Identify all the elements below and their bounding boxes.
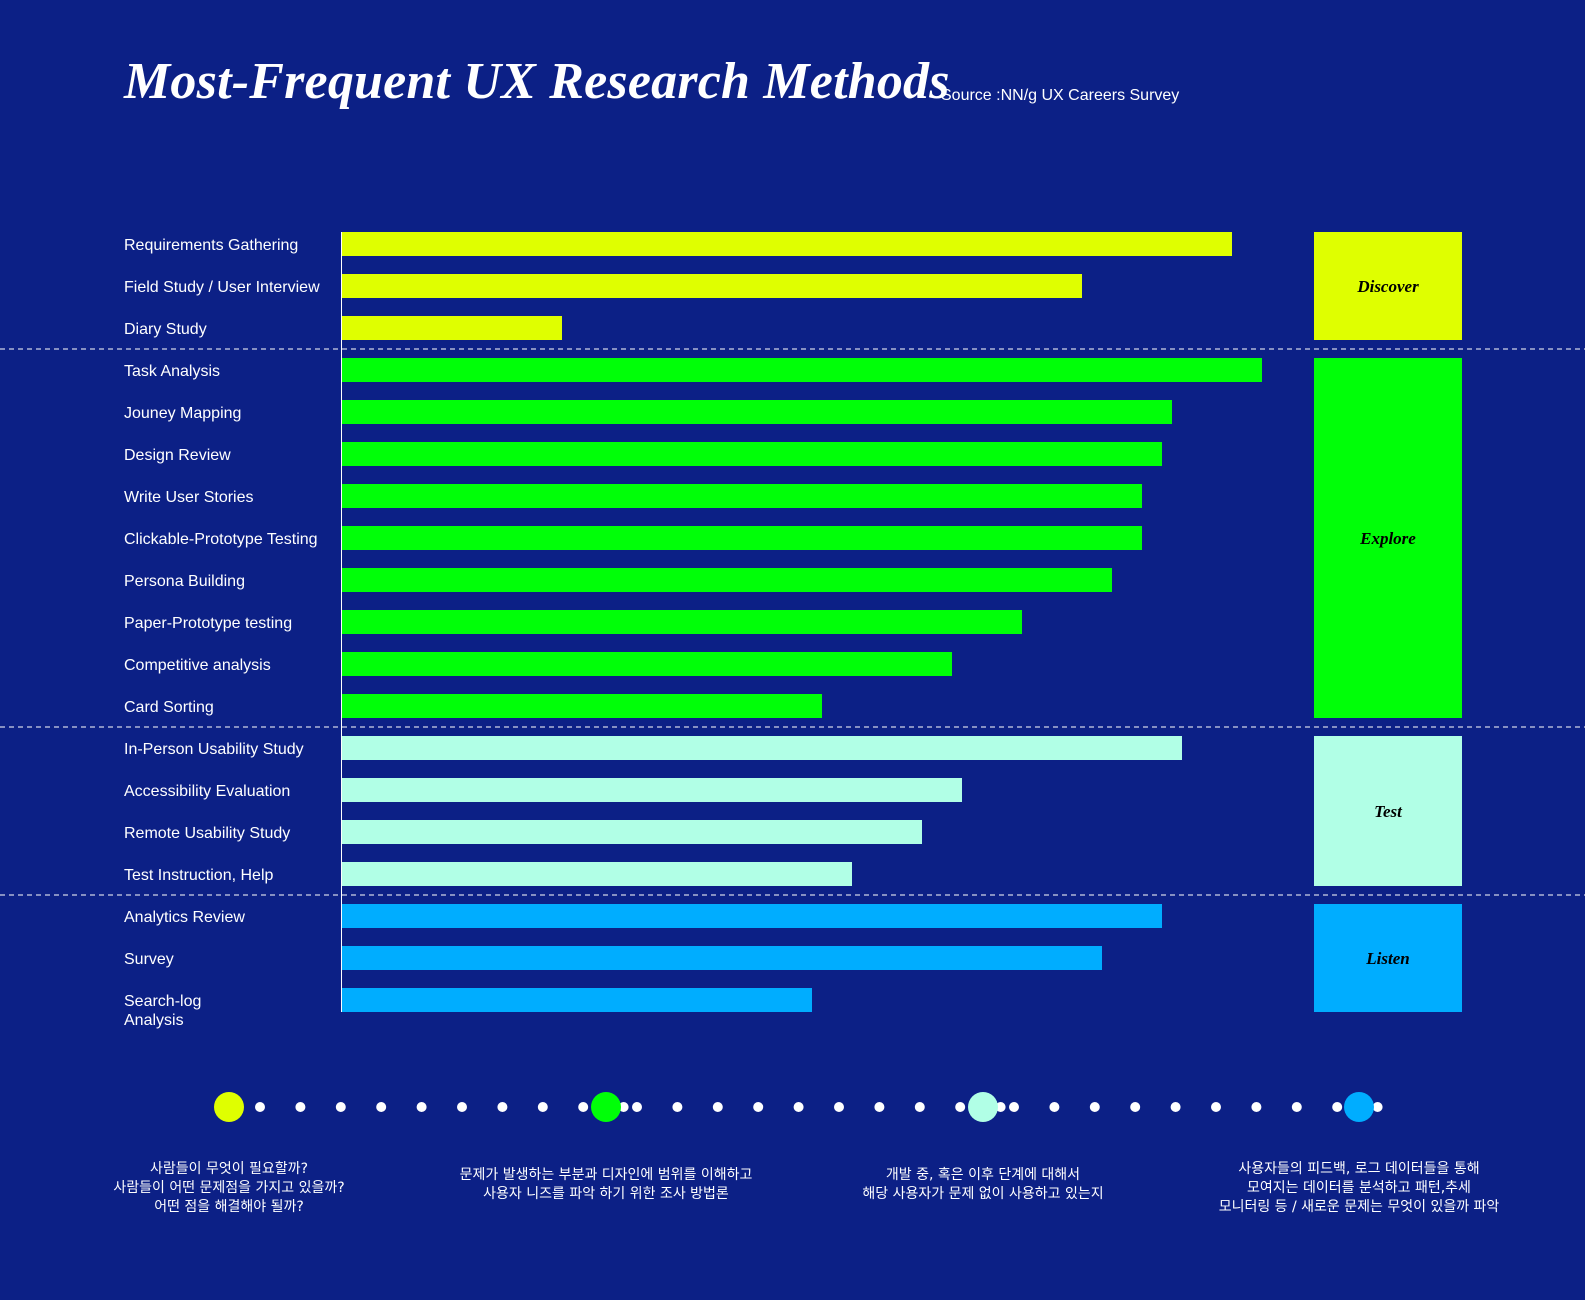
timeline-small-dot: [1291, 1102, 1302, 1112]
phase-box-test: [1314, 736, 1462, 886]
category-label-requirements-gathering: Requirements Gathering: [124, 237, 298, 254]
bar-clickable-prototype-testing: [342, 526, 1142, 550]
timeline-small-dot: [1009, 1102, 1019, 1112]
category-label-diary-study: Diary Study: [124, 321, 207, 338]
timeline-small-dot: [335, 1102, 346, 1112]
category-label-jouney-mapping: Jouney Mapping: [124, 405, 241, 422]
phase-description: 문제가 발생하는 부분과 디자인에 범위를 이해하고 사용자 니즈를 파악 하기…: [459, 1167, 753, 1202]
bar-diary-study: [342, 316, 562, 340]
timeline-phase-dot: [591, 1092, 621, 1122]
category-label-persona-building: Persona Building: [124, 573, 245, 590]
timeline-small-dot: [457, 1102, 467, 1112]
category-label-task-analysis: Task Analysis: [124, 363, 220, 380]
category-label-accessibility-evaluation: Accessibility Evaluation: [124, 783, 290, 800]
chart-title: Most-Frequent UX Research Methods: [124, 53, 950, 110]
phase-box-discover: [1314, 232, 1462, 340]
timeline-small-dot: [1170, 1102, 1181, 1112]
timeline-small-dot: [1130, 1102, 1141, 1112]
category-label-in-person-usability-study: In-Person Usability Study: [124, 741, 304, 758]
timeline-small-dot: [1211, 1102, 1221, 1112]
timeline-small-dot: [1251, 1102, 1262, 1112]
category-label-survey: Survey: [124, 951, 174, 968]
category-label-competitive-analysis: Competitive analysis: [124, 657, 271, 674]
bar-card-sorting: [342, 694, 822, 718]
timeline-small-dot: [712, 1102, 723, 1112]
timeline-small-dot: [753, 1102, 764, 1112]
timeline-small-dot: [497, 1102, 508, 1112]
bar-accessibility-evaluation: [342, 778, 962, 802]
timeline-small-dot: [1372, 1102, 1383, 1112]
bar-design-review: [342, 442, 1162, 466]
timeline-small-dot: [995, 1102, 1006, 1112]
timeline-small-dot: [1332, 1102, 1343, 1112]
bar-jouney-mapping: [342, 400, 1172, 424]
bar-competitive-analysis: [342, 652, 952, 676]
phase-box-explore: [1314, 358, 1462, 718]
category-label-analytics-review: Analytics Review: [124, 909, 245, 926]
timeline-small-dot: [537, 1102, 548, 1112]
timeline-small-dot: [376, 1102, 387, 1112]
timeline-small-dot: [793, 1102, 804, 1112]
timeline-small-dot: [874, 1102, 885, 1112]
bar-requirements-gathering: [342, 232, 1232, 256]
phase-label-test: Test: [1374, 802, 1403, 821]
bar-test-instruction-help: [342, 862, 852, 886]
timeline-small-dot: [1049, 1102, 1060, 1112]
timeline-small-dot: [632, 1102, 642, 1112]
bar-paper-prototype-testing: [342, 610, 1022, 634]
timeline-phase-dot: [1344, 1092, 1374, 1122]
timeline-small-dot: [672, 1102, 683, 1112]
timeline-small-dot: [255, 1102, 265, 1112]
bar-field-study-user-interview: [342, 274, 1082, 298]
phase-description: 개발 중, 혹은 이후 단계에 대해서 해당 사용자가 문제 없이 사용하고 있…: [862, 1167, 1104, 1202]
category-label-field-study-user-interview: Field Study / User Interview: [124, 279, 320, 296]
bar-search-log-analysis: [342, 988, 812, 1012]
phase-label-listen: Listen: [1365, 949, 1409, 968]
timeline-small-dot: [416, 1102, 427, 1112]
bar-task-analysis: [342, 358, 1262, 382]
timeline-phase-dot: [968, 1092, 998, 1122]
category-label-search-log-analysis: Search-log Analysis: [124, 993, 201, 1029]
bar-write-user-stories: [342, 484, 1142, 508]
category-label-card-sorting: Card Sorting: [124, 699, 214, 716]
source-note: Source :NN/g UX Careers Survey: [941, 87, 1180, 104]
category-label-design-review: Design Review: [124, 447, 231, 464]
phase-description: 사람들이 무엇이 필요할까? 사람들이 어떤 문제점을 가지고 있을까? 어떤 …: [113, 1161, 345, 1215]
bar-chart: Requirements Gathering Field Study / User…: [0, 232, 1585, 1029]
bar-remote-usability-study: [342, 820, 922, 844]
timeline-small-dot: [295, 1102, 306, 1112]
bar-persona-building: [342, 568, 1112, 592]
category-label-remote-usability-study: Remote Usability Study: [124, 825, 290, 842]
timeline-small-dot: [834, 1102, 844, 1112]
timeline-small-dot: [1089, 1102, 1100, 1112]
phase-box-listen: [1314, 904, 1462, 1012]
phase-label-discover: Discover: [1356, 277, 1419, 296]
category-label-paper-prototype-testing: Paper-Prototype testing: [124, 615, 292, 632]
timeline-small-dot: [618, 1102, 629, 1112]
timeline-phase-dot: [214, 1092, 244, 1122]
timeline-small-dot: [955, 1102, 966, 1112]
category-label-test-instruction-help: Test Instruction, Help: [124, 867, 274, 884]
category-label-clickable-prototype-testing: Clickable-Prototype Testing: [124, 531, 318, 548]
category-label-write-user-stories: Write User Stories: [124, 489, 254, 506]
timeline-small-dot: [914, 1102, 925, 1112]
timeline-small-dot: [578, 1102, 589, 1112]
bar-analytics-review: [342, 904, 1162, 928]
bar-in-person-usability-study: [342, 736, 1182, 760]
phase-label-explore: Explore: [1359, 529, 1416, 548]
phase-description: 사용자들의 피드백, 로그 데이터들을 통해 모여지는 데이터를 분석하고 패턴…: [1218, 1161, 1500, 1215]
bar-survey: [342, 946, 1102, 970]
